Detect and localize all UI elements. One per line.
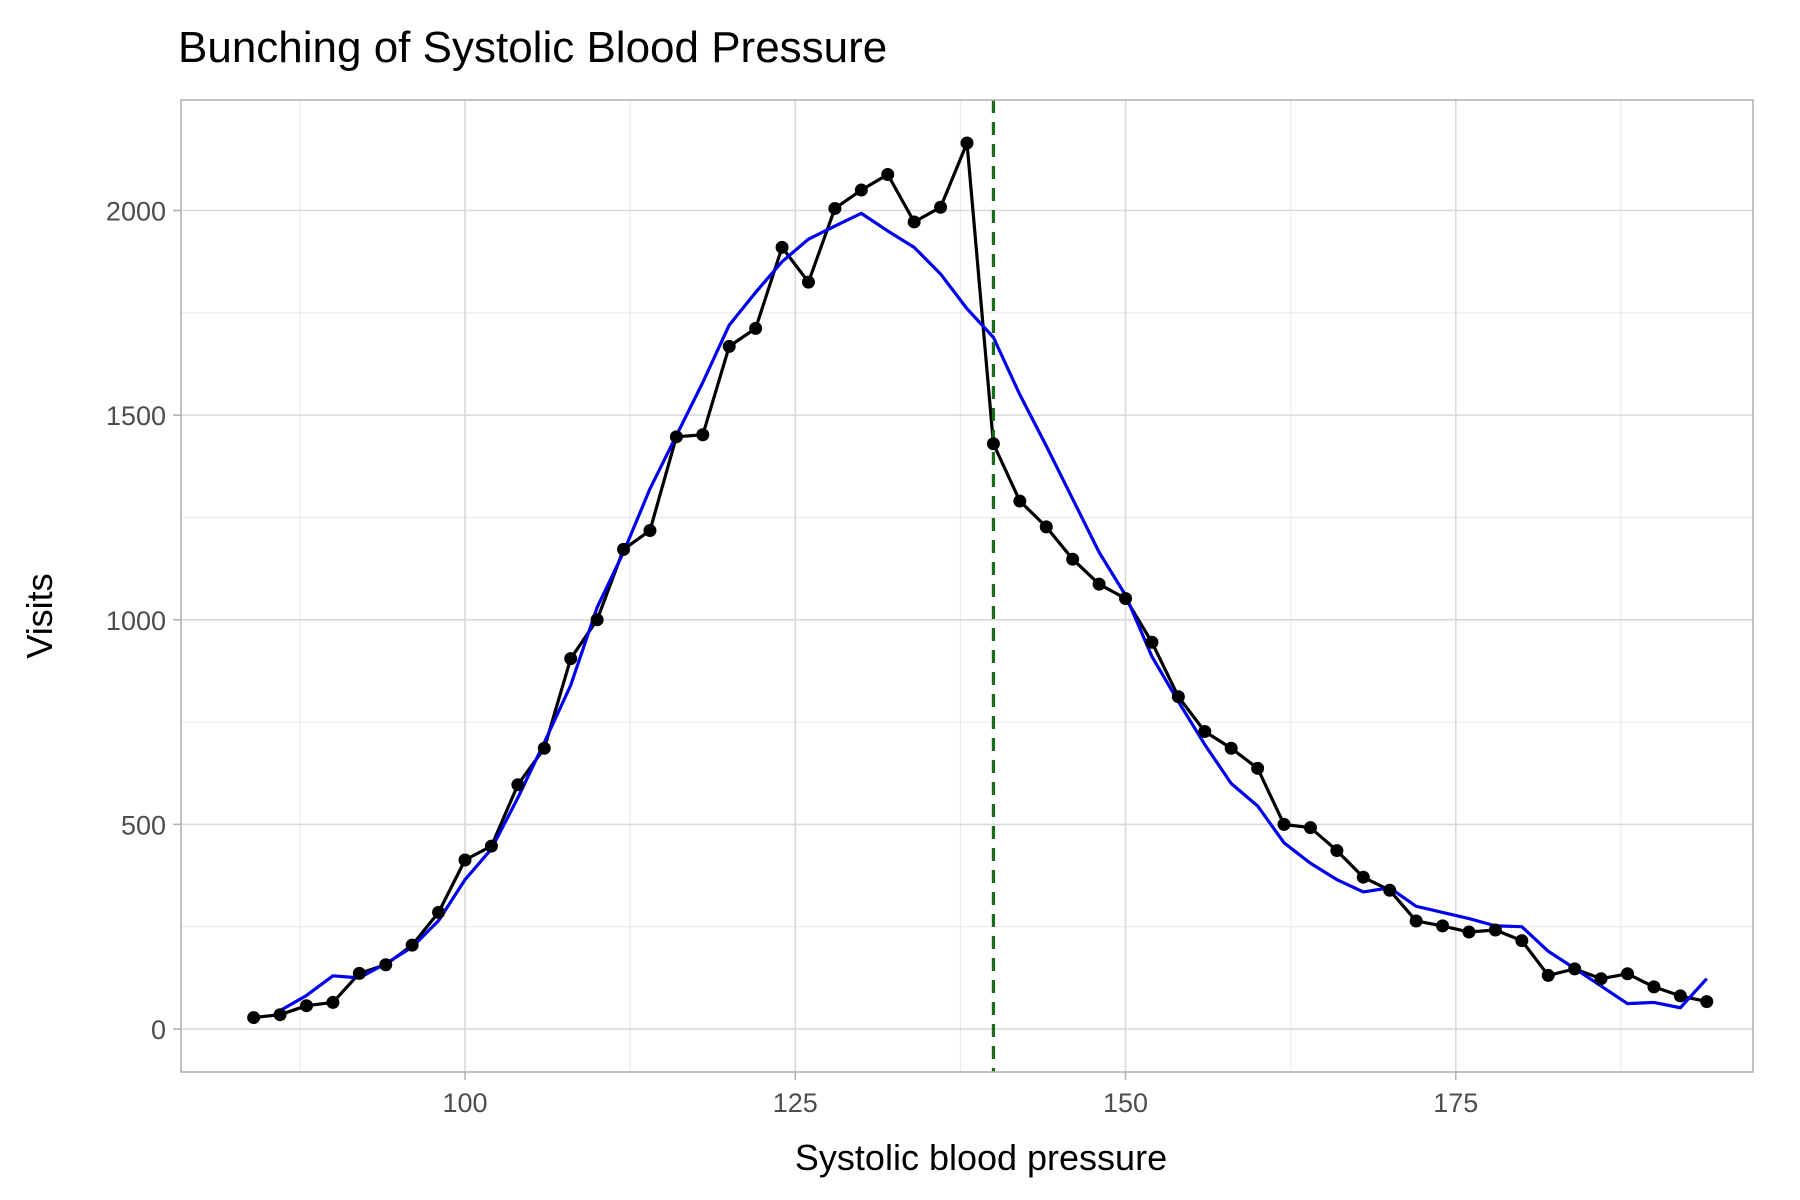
series-0-point-20 bbox=[775, 240, 789, 254]
x-tick-label-3: 175 bbox=[1433, 1088, 1478, 1118]
series-0-point-3 bbox=[326, 995, 340, 1009]
series-line-1 bbox=[279, 211, 1708, 1012]
grid-major bbox=[181, 100, 1753, 1072]
series-line-0 bbox=[253, 141, 1708, 1020]
series-0-point-42 bbox=[1356, 870, 1370, 884]
series-0-point-43 bbox=[1383, 883, 1397, 897]
grid-minor bbox=[181, 100, 1753, 1072]
x-tick-label-2: 150 bbox=[1103, 1088, 1148, 1118]
y-tick-label-4: 2000 bbox=[106, 197, 166, 227]
series-0-point-25 bbox=[907, 215, 921, 229]
x-tick-label-1: 125 bbox=[773, 1088, 818, 1118]
series-0-point-35 bbox=[1171, 690, 1185, 704]
chart-title: Bunching of Systolic Blood Pressure bbox=[178, 23, 887, 72]
points-layer bbox=[247, 136, 1714, 1025]
series-0-point-28 bbox=[986, 437, 1000, 451]
series-0-point-17 bbox=[696, 428, 710, 442]
y-tick-label-3: 1500 bbox=[106, 401, 166, 431]
series-0-point-30 bbox=[1039, 520, 1053, 534]
y-tick-label-0: 0 bbox=[151, 1015, 166, 1045]
series-0-point-48 bbox=[1515, 934, 1529, 948]
series-0-point-12 bbox=[564, 652, 578, 666]
y-axis: 0 500 1000 1500 2000 bbox=[106, 197, 181, 1045]
series-0-point-39 bbox=[1277, 817, 1291, 831]
series-0-point-23 bbox=[854, 183, 868, 197]
series-0-point-24 bbox=[881, 167, 895, 181]
series-0-point-14 bbox=[617, 542, 631, 556]
series-0-point-54 bbox=[1673, 989, 1687, 1003]
series-0-point-21 bbox=[801, 275, 815, 289]
series-0-point-53 bbox=[1647, 980, 1661, 994]
series-0-point-32 bbox=[1092, 577, 1106, 591]
series-0-point-31 bbox=[1066, 552, 1080, 566]
plot-panel bbox=[180, 99, 1754, 1073]
series-0-point-51 bbox=[1594, 972, 1608, 986]
series-layer bbox=[253, 141, 1708, 1020]
series-0-point-18 bbox=[722, 339, 736, 353]
series-0-point-52 bbox=[1621, 967, 1635, 981]
x-axis-title: Systolic blood pressure bbox=[795, 1137, 1167, 1178]
series-0-point-55 bbox=[1700, 995, 1714, 1009]
series-0-point-44 bbox=[1409, 914, 1423, 928]
series-0-point-27 bbox=[960, 136, 974, 150]
series-0-point-4 bbox=[352, 966, 366, 980]
series-0-point-11 bbox=[537, 741, 551, 755]
series-0-point-2 bbox=[299, 999, 313, 1013]
series-0-point-8 bbox=[458, 853, 472, 867]
series-0-point-13 bbox=[590, 613, 604, 627]
series-0-point-1 bbox=[273, 1008, 287, 1022]
series-0-point-37 bbox=[1224, 741, 1238, 755]
series-0-point-45 bbox=[1436, 919, 1450, 933]
series-0-point-6 bbox=[405, 938, 419, 952]
series-0-point-10 bbox=[511, 778, 525, 792]
series-0-point-34 bbox=[1145, 635, 1159, 649]
series-0-point-19 bbox=[749, 321, 763, 335]
series-0-point-26 bbox=[934, 200, 948, 214]
series-0-point-15 bbox=[643, 524, 657, 538]
x-tick-label-0: 100 bbox=[442, 1088, 487, 1118]
x-axis: 100 125 150 175 bbox=[442, 1072, 1478, 1118]
series-0-point-16 bbox=[669, 430, 683, 444]
series-0-point-36 bbox=[1198, 724, 1212, 738]
series-0-point-0 bbox=[247, 1011, 261, 1025]
series-0-point-29 bbox=[1013, 494, 1027, 508]
series-0-point-41 bbox=[1330, 844, 1344, 858]
series-0-point-38 bbox=[1251, 761, 1265, 775]
series-0-point-49 bbox=[1541, 968, 1555, 982]
y-tick-label-1: 500 bbox=[121, 810, 166, 840]
panel-border bbox=[180, 99, 1754, 1073]
y-tick-label-2: 1000 bbox=[106, 606, 166, 636]
series-0-point-50 bbox=[1568, 962, 1582, 976]
series-0-point-46 bbox=[1462, 925, 1476, 939]
series-0-point-40 bbox=[1303, 821, 1317, 835]
series-0-point-33 bbox=[1119, 591, 1133, 605]
series-0-point-9 bbox=[484, 839, 498, 853]
series-0-point-47 bbox=[1488, 923, 1502, 937]
y-axis-title: Visits bbox=[19, 573, 60, 658]
series-0-point-5 bbox=[379, 958, 393, 972]
series-0-point-7 bbox=[432, 905, 446, 919]
series-0-point-22 bbox=[828, 201, 842, 215]
